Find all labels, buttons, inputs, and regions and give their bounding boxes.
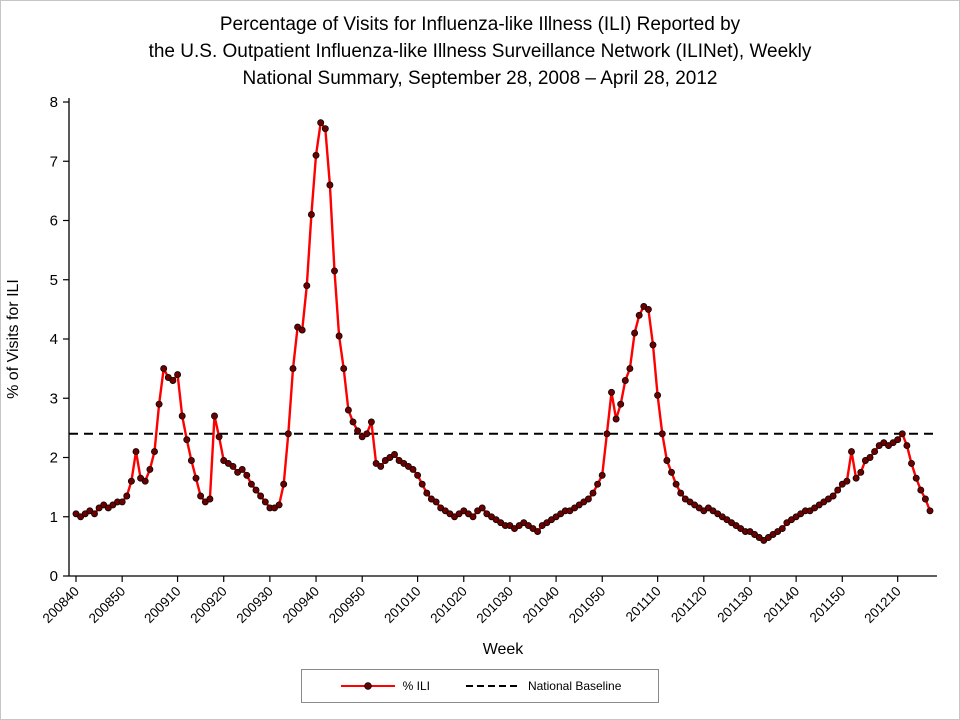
chart-title-line-1: Percentage of Visits for Influenza-like … — [219, 14, 741, 35]
x-axis-title: Week — [483, 641, 525, 658]
axes — [63, 98, 937, 582]
legend-entry-ili: % ILI — [339, 679, 430, 693]
y-tick-label: 2 — [50, 450, 58, 467]
ili-line-sample-icon — [340, 682, 395, 690]
x-tick-label: 201130 — [714, 584, 756, 626]
x-tick-label: 200950 — [326, 584, 368, 626]
legend-entry-baseline: National Baseline — [464, 679, 621, 693]
x-tick-label: 200910 — [141, 584, 183, 626]
x-tick-label: 201120 — [668, 584, 710, 626]
ili-series-markers — [72, 119, 934, 544]
x-tick-label: 201030 — [474, 584, 516, 626]
x-tick-label: 200940 — [280, 584, 322, 626]
baseline-dash-sample-icon — [465, 685, 520, 687]
y-tick-label: 6 — [50, 213, 58, 230]
x-tick-label: 201150 — [807, 584, 849, 626]
chart-title: Percentage of Visits for Influenza-like … — [1, 11, 959, 92]
x-tick-label: 200930 — [234, 584, 276, 626]
chart-title-line-3: National Summary, September 28, 2008 – A… — [242, 68, 718, 89]
legend-label-baseline: National Baseline — [527, 679, 622, 693]
x-tick-label: 200840 — [40, 584, 82, 626]
y-tick-label: 5 — [50, 272, 58, 289]
x-tick-label: 200920 — [187, 584, 229, 626]
legend-label-ili: % ILI — [402, 679, 430, 693]
y-tick-label: 4 — [50, 331, 58, 348]
y-tick-label: 0 — [50, 568, 58, 585]
x-tick-label: 201040 — [520, 584, 562, 626]
chart-legend: % ILI National Baseline — [301, 669, 659, 703]
x-tick-label: 201050 — [566, 584, 608, 626]
ili-series-line — [74, 121, 932, 542]
y-axis-title: % of Visits for ILI — [5, 279, 22, 399]
x-tick-label: 201010 — [381, 584, 423, 626]
y-tick-label: 7 — [50, 153, 58, 170]
x-tick-label: 201210 — [861, 584, 903, 626]
ili-sample-marker — [363, 682, 372, 690]
chart-title-line-2: the U.S. Outpatient Influenza-like Illne… — [148, 41, 812, 62]
x-tick-label: 200850 — [86, 584, 128, 626]
y-tick-label: 1 — [50, 509, 58, 526]
y-tick-label: 8 — [50, 94, 58, 111]
x-tick-label: 201140 — [760, 584, 802, 626]
x-tick-label: 201110 — [623, 584, 664, 625]
x-tick-label: 201020 — [427, 584, 469, 626]
y-tick-label: 3 — [50, 390, 58, 407]
